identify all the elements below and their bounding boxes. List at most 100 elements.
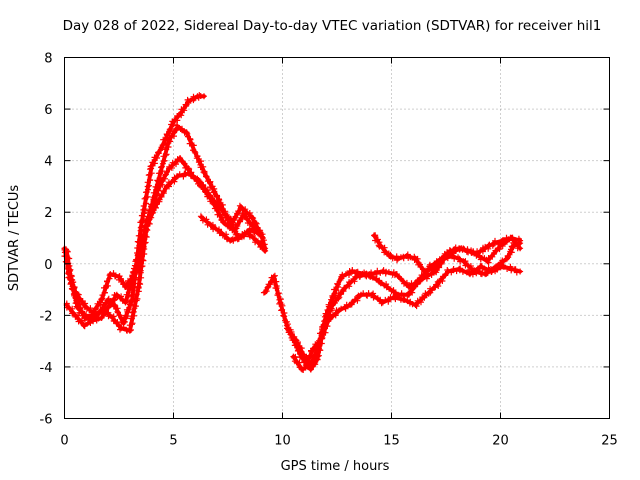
data-point <box>491 240 497 247</box>
data-point <box>194 93 201 100</box>
data-marker <box>181 160 188 167</box>
data-point <box>174 124 181 131</box>
data-point <box>105 304 112 311</box>
data-marker <box>309 358 316 364</box>
data-marker <box>155 149 161 156</box>
data-marker <box>398 276 405 283</box>
data-marker <box>246 210 253 216</box>
data-marker <box>114 319 121 325</box>
data-marker <box>158 193 165 200</box>
data-point <box>65 268 72 275</box>
data-marker <box>180 173 187 180</box>
data-marker <box>382 249 389 256</box>
data-point <box>386 253 393 259</box>
data-point <box>207 193 214 200</box>
data-marker <box>252 219 259 226</box>
data-marker <box>254 224 261 231</box>
data-marker <box>256 229 263 236</box>
data-point <box>207 222 214 229</box>
data-point <box>307 361 314 368</box>
series-pass-8 <box>371 232 524 276</box>
data-point <box>419 276 425 283</box>
data-point <box>504 255 510 262</box>
data-marker <box>160 188 167 195</box>
data-marker <box>133 263 140 270</box>
data-point <box>262 289 269 296</box>
data-point <box>508 265 515 272</box>
data-point <box>238 204 245 211</box>
data-marker <box>144 193 151 200</box>
data-marker <box>233 214 240 221</box>
data-point <box>196 178 203 185</box>
data-marker <box>264 284 271 291</box>
data-marker <box>250 233 257 239</box>
data-marker <box>234 223 241 229</box>
data-marker <box>329 311 336 318</box>
data-marker <box>185 165 192 172</box>
data-point <box>301 353 308 360</box>
data-point <box>116 273 122 280</box>
data-marker <box>155 149 162 155</box>
y-tick-label: 6 <box>44 103 52 118</box>
data-marker <box>148 214 155 221</box>
data-marker <box>152 202 159 209</box>
data-marker <box>236 217 243 224</box>
data-marker <box>428 272 435 278</box>
data-point <box>294 340 301 347</box>
data-point <box>447 247 454 254</box>
data-marker <box>210 189 217 196</box>
x-tick-label: 10 <box>274 434 291 449</box>
data-point <box>185 98 192 105</box>
data-point <box>449 253 456 259</box>
data-marker <box>324 311 331 317</box>
data-point <box>423 291 430 298</box>
data-point <box>227 237 234 244</box>
data-marker <box>265 281 272 288</box>
data-marker <box>101 289 108 296</box>
data-marker <box>178 106 185 113</box>
plot-frame <box>64 57 610 419</box>
data-point <box>201 93 207 100</box>
data-marker <box>149 207 156 214</box>
data-point <box>155 186 162 192</box>
data-marker <box>328 305 335 312</box>
data-marker <box>351 278 358 285</box>
data-point <box>405 284 412 290</box>
data-marker <box>102 308 109 315</box>
data-point <box>384 284 391 290</box>
data-marker <box>334 281 341 288</box>
data-marker <box>474 267 481 273</box>
data-marker <box>234 210 240 217</box>
data-marker <box>401 280 407 287</box>
data-point <box>174 173 181 180</box>
data-point <box>482 245 489 252</box>
data-marker <box>418 299 424 306</box>
data-point <box>81 302 88 308</box>
chart-title: Day 028 of 2022, Sidereal Day-to-day VTE… <box>63 18 602 34</box>
data-point <box>126 327 133 334</box>
y-tick-label: -4 <box>40 361 53 376</box>
data-marker <box>201 170 208 176</box>
data-marker <box>146 182 152 189</box>
data-marker <box>200 163 207 170</box>
data-point <box>81 322 88 329</box>
data-marker <box>134 295 141 302</box>
data-point <box>164 183 170 190</box>
data-point <box>336 307 343 314</box>
data-marker <box>389 255 396 262</box>
data-point <box>473 250 480 257</box>
data-marker <box>131 303 138 309</box>
data-marker <box>66 255 73 262</box>
data-point <box>338 273 345 280</box>
data-marker <box>71 290 78 297</box>
data-point <box>166 165 173 172</box>
data-point <box>517 237 524 244</box>
data-point <box>89 317 96 324</box>
data-marker <box>168 162 175 169</box>
data-marker <box>499 257 506 264</box>
data-marker <box>193 155 200 162</box>
data-marker <box>461 259 468 265</box>
data-point <box>98 296 105 303</box>
data-point <box>445 268 452 275</box>
data-marker <box>241 233 247 240</box>
